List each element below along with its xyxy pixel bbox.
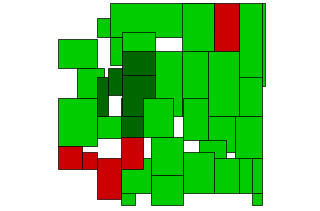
Polygon shape — [252, 157, 262, 193]
Polygon shape — [121, 137, 143, 169]
Polygon shape — [77, 68, 104, 98]
Polygon shape — [199, 140, 226, 181]
Polygon shape — [208, 116, 235, 151]
Polygon shape — [151, 137, 183, 175]
Polygon shape — [108, 68, 122, 95]
Polygon shape — [214, 157, 239, 193]
Polygon shape — [110, 37, 122, 65]
Polygon shape — [122, 50, 155, 76]
Polygon shape — [110, 3, 214, 37]
Polygon shape — [143, 98, 172, 137]
Polygon shape — [97, 77, 108, 116]
Polygon shape — [155, 50, 182, 116]
Polygon shape — [214, 3, 239, 77]
Polygon shape — [121, 175, 135, 205]
Polygon shape — [58, 39, 97, 68]
Polygon shape — [182, 3, 214, 50]
Polygon shape — [121, 157, 151, 193]
Polygon shape — [151, 175, 183, 205]
Polygon shape — [239, 3, 262, 86]
Polygon shape — [122, 76, 155, 116]
Polygon shape — [239, 157, 252, 193]
Polygon shape — [121, 98, 143, 137]
Polygon shape — [58, 146, 82, 169]
Polygon shape — [239, 77, 262, 116]
Polygon shape — [262, 3, 265, 86]
Polygon shape — [97, 116, 121, 138]
Polygon shape — [58, 98, 97, 146]
Polygon shape — [122, 31, 155, 50]
Polygon shape — [252, 193, 262, 205]
Polygon shape — [97, 18, 110, 37]
Polygon shape — [208, 50, 239, 116]
Polygon shape — [182, 50, 208, 116]
Polygon shape — [97, 157, 121, 199]
Polygon shape — [82, 151, 97, 169]
Polygon shape — [183, 151, 214, 193]
Polygon shape — [235, 116, 262, 157]
Polygon shape — [183, 98, 208, 140]
